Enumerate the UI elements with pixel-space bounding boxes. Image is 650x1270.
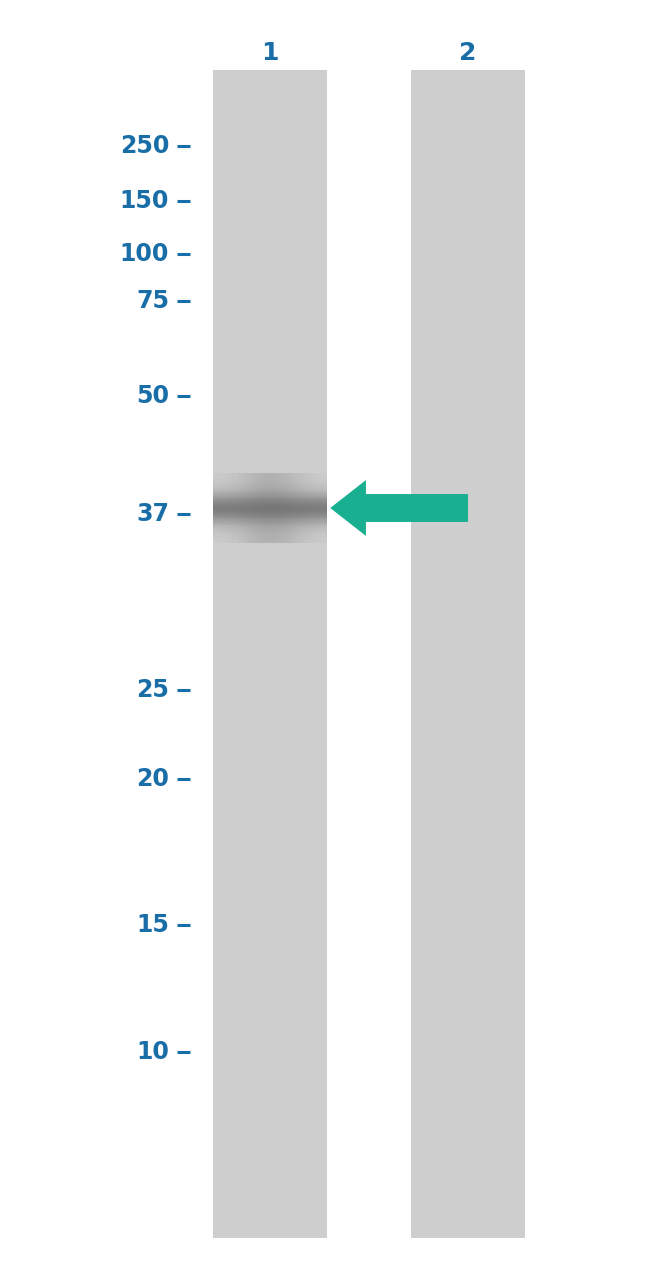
Bar [234, 474, 235, 544]
Bar [255, 474, 257, 544]
Bar [249, 474, 251, 544]
Bar [257, 474, 259, 544]
Bar [220, 474, 222, 544]
Bar [230, 474, 232, 544]
Bar [213, 474, 215, 544]
Bar [235, 474, 237, 544]
Bar [274, 474, 276, 544]
Bar [323, 474, 325, 544]
Bar [411, 70, 525, 1238]
Bar [321, 474, 323, 544]
Bar [237, 474, 239, 544]
Bar [216, 474, 218, 544]
Bar [245, 474, 247, 544]
Bar [239, 474, 241, 544]
Bar [300, 474, 302, 544]
Bar [296, 474, 298, 544]
Bar [302, 474, 304, 544]
Bar [325, 474, 326, 544]
Bar [276, 474, 278, 544]
Bar [313, 474, 315, 544]
Bar [278, 474, 280, 544]
Bar [222, 474, 224, 544]
Text: 10: 10 [136, 1040, 169, 1063]
Bar [289, 474, 291, 544]
Bar [281, 474, 283, 544]
Text: 150: 150 [120, 189, 169, 212]
FancyArrow shape [330, 480, 468, 536]
Bar [259, 474, 260, 544]
Text: 25: 25 [136, 678, 169, 701]
Bar [264, 474, 266, 544]
Bar [243, 474, 245, 544]
Bar [266, 474, 268, 544]
Bar [232, 474, 234, 544]
Bar [268, 474, 270, 544]
Bar [253, 474, 255, 544]
Text: 15: 15 [136, 913, 169, 936]
Bar [224, 474, 226, 544]
Bar [291, 474, 292, 544]
Bar [307, 474, 309, 544]
Text: 37: 37 [136, 503, 169, 526]
Bar [247, 474, 249, 544]
Bar [214, 474, 216, 544]
Bar [317, 474, 319, 544]
Bar [319, 474, 321, 544]
Bar [270, 474, 272, 544]
Bar [251, 474, 253, 544]
Bar [218, 474, 220, 544]
Text: 75: 75 [136, 290, 169, 312]
Bar [294, 474, 296, 544]
Text: 20: 20 [136, 767, 169, 790]
Text: 50: 50 [136, 385, 169, 408]
Bar [306, 474, 307, 544]
Bar [241, 474, 243, 544]
Bar [292, 474, 294, 544]
Text: 100: 100 [120, 243, 169, 265]
Bar [283, 474, 285, 544]
Bar [272, 474, 274, 544]
Text: 250: 250 [120, 135, 169, 157]
Bar [304, 474, 306, 544]
Text: 1: 1 [261, 42, 278, 65]
Bar [315, 474, 317, 544]
Bar [311, 474, 313, 544]
Bar [228, 474, 230, 544]
Bar [309, 474, 311, 544]
Bar [213, 70, 326, 1238]
Text: 2: 2 [460, 42, 476, 65]
Bar [280, 474, 281, 544]
Bar [287, 474, 289, 544]
Bar [262, 474, 264, 544]
Bar [285, 474, 287, 544]
Bar [260, 474, 262, 544]
Bar [226, 474, 228, 544]
Bar [298, 474, 300, 544]
